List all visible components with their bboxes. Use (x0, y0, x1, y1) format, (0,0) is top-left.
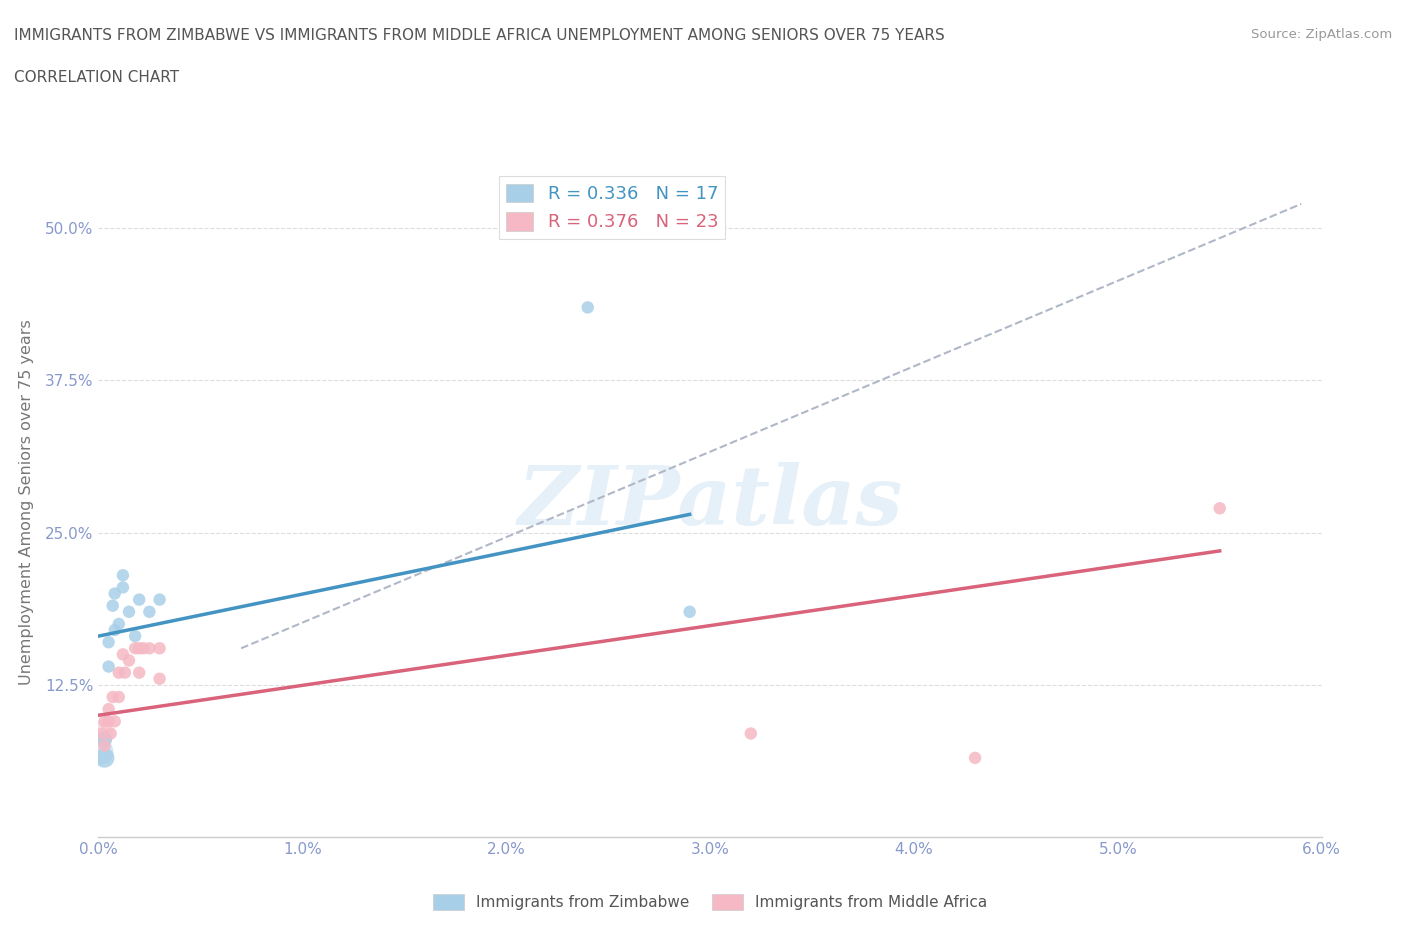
Point (114, 665, 136, 680)
Point (104, 714, 127, 729)
Point (679, 604, 702, 619)
Point (97, 635, 120, 650)
Point (128, 592, 150, 607)
Point (124, 641, 146, 656)
Text: ZIPatlas: ZIPatlas (517, 462, 903, 542)
Point (111, 580, 134, 595)
Point (93, 738, 115, 753)
Point (89, 726, 111, 741)
Point (108, 665, 131, 680)
Point (108, 689, 131, 704)
Point (100, 726, 122, 741)
Legend: Immigrants from Zimbabwe, Immigrants from Middle Africa: Immigrants from Zimbabwe, Immigrants fro… (427, 888, 993, 916)
Text: IMMIGRANTS FROM ZIMBABWE VS IMMIGRANTS FROM MIDDLE AFRICA UNEMPLOYMENT AMONG SEN: IMMIGRANTS FROM ZIMBABWE VS IMMIGRANTS F… (14, 28, 945, 43)
Point (97, 659, 120, 674)
Point (138, 641, 160, 656)
Point (118, 604, 141, 619)
Point (111, 647, 134, 662)
Point (576, 300, 599, 315)
Point (132, 641, 155, 656)
Point (101, 689, 124, 704)
Point (97, 714, 120, 729)
Y-axis label: Unemployment Among Seniors over 75 years: Unemployment Among Seniors over 75 years (18, 319, 34, 685)
Point (138, 604, 160, 619)
Point (118, 653, 141, 668)
Point (91, 726, 114, 741)
Point (128, 641, 150, 656)
Point (89, 744, 111, 759)
Point (104, 622, 127, 637)
Point (149, 641, 172, 656)
Point (97, 702, 120, 717)
Point (93, 714, 115, 729)
Point (101, 598, 124, 613)
Point (740, 726, 762, 741)
Point (124, 629, 146, 644)
Point (104, 586, 127, 601)
Point (149, 592, 172, 607)
Point (111, 568, 134, 583)
Point (149, 671, 172, 686)
Point (93, 751, 115, 765)
Point (108, 617, 131, 631)
Point (128, 665, 150, 680)
Text: CORRELATION CHART: CORRELATION CHART (14, 70, 179, 85)
Point (1208, 501, 1232, 516)
Text: Source: ZipAtlas.com: Source: ZipAtlas.com (1251, 28, 1392, 41)
Point (93, 732, 115, 747)
Point (963, 751, 986, 765)
